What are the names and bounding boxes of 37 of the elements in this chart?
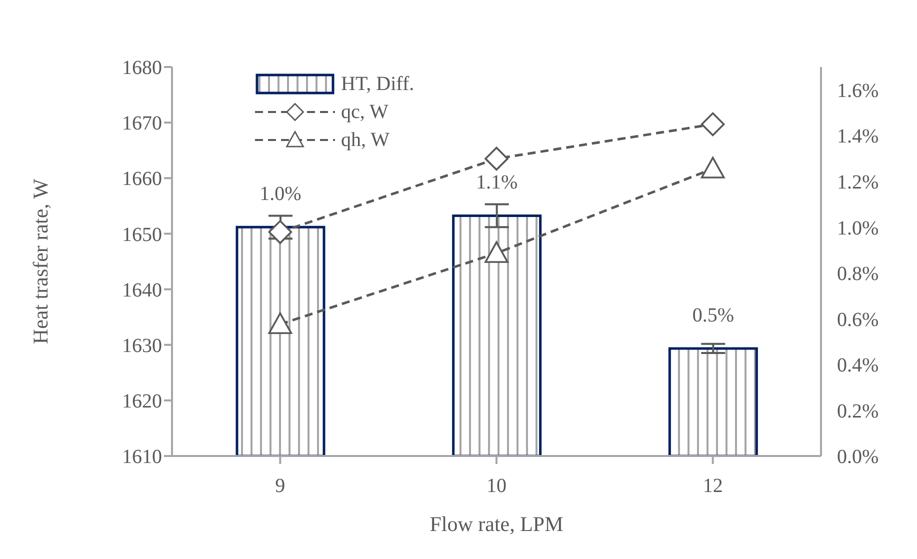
x-tick-label: 10 bbox=[486, 475, 506, 498]
y2-tick-label: 1.6% bbox=[837, 80, 879, 102]
y-tick-label: 1640 bbox=[122, 279, 162, 302]
legend-label: HT, Diff. bbox=[341, 72, 414, 97]
y-tick-label: 1650 bbox=[122, 224, 162, 246]
data-label: 0.5% bbox=[692, 304, 734, 326]
y2-tick-label: 1.4% bbox=[837, 126, 879, 148]
y2-tick-label: 0.6% bbox=[837, 308, 879, 331]
y-tick-label: 1670 bbox=[122, 112, 162, 135]
data-label: 1.1% bbox=[476, 172, 518, 194]
legend-label: qh, W bbox=[341, 128, 390, 153]
point bbox=[700, 156, 725, 178]
y2-tick-label: 0.2% bbox=[837, 400, 879, 422]
point bbox=[484, 241, 508, 263]
data-label: 1.0% bbox=[260, 183, 302, 206]
y-tick-label: 1680 bbox=[122, 57, 162, 80]
x-tick-label: 12 bbox=[702, 475, 723, 498]
bar bbox=[236, 226, 326, 456]
point bbox=[268, 220, 292, 244]
bar bbox=[668, 347, 758, 456]
x-axis-title: Flow rate, LPM bbox=[430, 512, 564, 536]
y-tick-label: 1630 bbox=[122, 334, 162, 357]
point bbox=[484, 146, 508, 171]
y2-tick-label: 1.2% bbox=[837, 172, 879, 194]
y-axis-title: Heat trasfer rate, W bbox=[28, 178, 52, 344]
y-tick-label: 1610 bbox=[122, 446, 162, 468]
y2-tick-label: 0.0% bbox=[837, 446, 879, 468]
bar bbox=[452, 214, 542, 456]
legend-label: qc, W bbox=[341, 100, 388, 125]
y2-tick-label: 1.0% bbox=[837, 217, 879, 240]
y-tick-label: 1660 bbox=[122, 168, 162, 190]
y2-tick-label: 0.8% bbox=[837, 263, 879, 286]
y-tick-label: 1620 bbox=[122, 390, 162, 413]
point bbox=[700, 112, 725, 136]
x-tick-label: 9 bbox=[275, 475, 286, 498]
point bbox=[268, 312, 292, 334]
y2-tick-label: 0.4% bbox=[837, 354, 879, 377]
